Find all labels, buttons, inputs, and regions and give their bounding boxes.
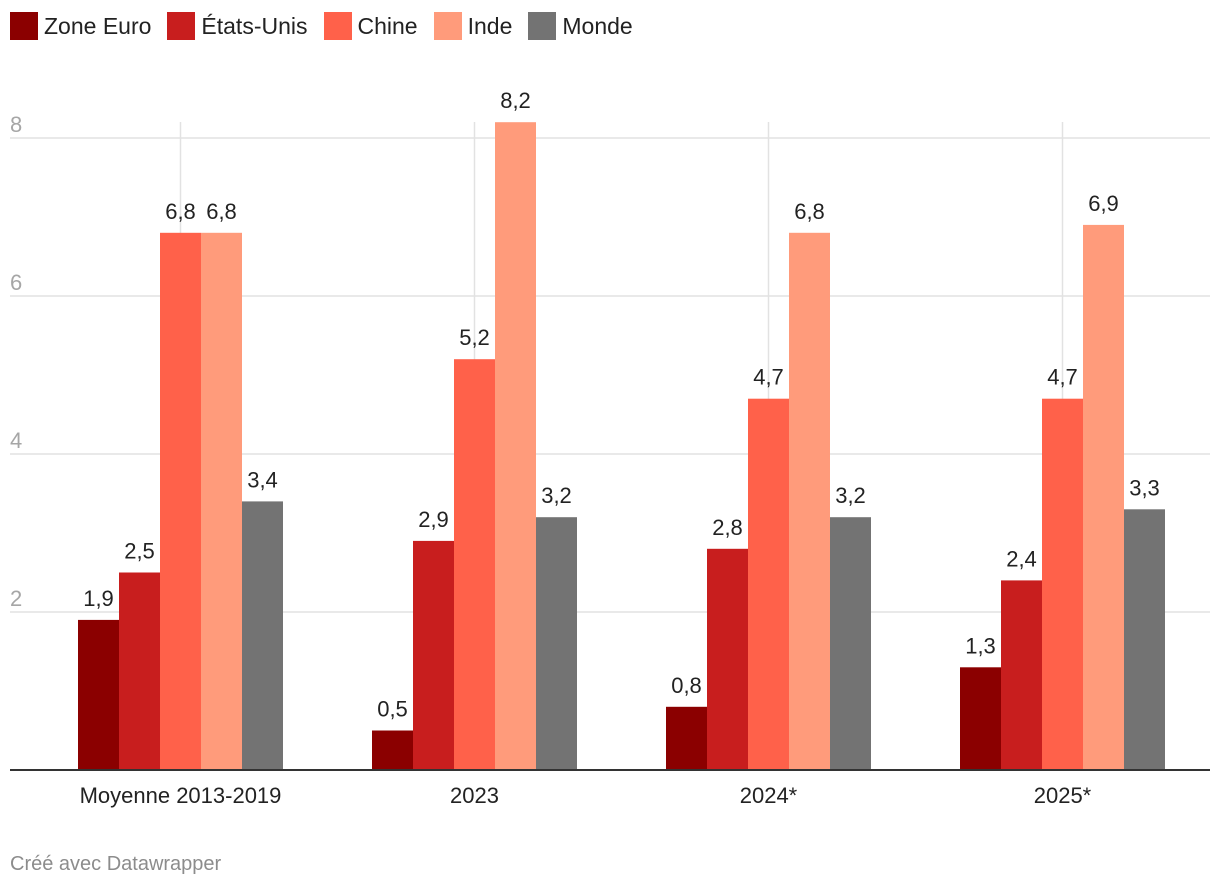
data-label: 1,3 [965, 633, 996, 658]
legend-label: Monde [562, 12, 633, 39]
data-label: 5,2 [459, 325, 490, 350]
data-label: 0,5 [377, 697, 408, 722]
data-label: 3,3 [1129, 475, 1160, 500]
data-label: 6,8 [794, 199, 825, 224]
legend-swatch [433, 12, 462, 40]
data-label: 0,8 [671, 673, 702, 698]
bar [1042, 398, 1083, 770]
bar [536, 517, 577, 770]
data-label: 1,9 [83, 586, 114, 611]
data-label: 3,2 [541, 483, 572, 508]
bar [666, 706, 707, 770]
legend-label: Zone Euro [44, 12, 152, 39]
bar [707, 548, 748, 770]
y-tick-label: 6 [10, 270, 22, 295]
chart-legend: Zone Euro États-Unis Chine Inde Monde [10, 12, 649, 40]
bar [201, 232, 242, 771]
y-tick-label: 2 [10, 586, 22, 611]
bar [830, 517, 871, 770]
x-tick-label: Moyenne 2013-2019 [80, 783, 282, 808]
legend-swatch [10, 12, 38, 40]
bar [242, 501, 283, 770]
legend-item: Zone Euro [10, 12, 151, 40]
y-tick-label: 4 [10, 428, 22, 453]
legend-label: États-Unis [201, 12, 308, 39]
bar [495, 122, 536, 770]
bar [1001, 580, 1042, 770]
bar [1124, 509, 1165, 770]
legend-swatch [323, 12, 352, 40]
bar [960, 667, 1001, 770]
x-tick-label: 2025* [1034, 783, 1092, 808]
legend-item: Monde [528, 12, 633, 40]
data-label: 6,8 [165, 199, 196, 224]
x-tick-label: 2024* [740, 783, 798, 808]
data-label: 2,9 [418, 507, 449, 532]
legend-swatch [528, 12, 557, 40]
bar [413, 540, 454, 770]
bar [1083, 224, 1124, 770]
data-label: 2,4 [1006, 546, 1037, 571]
data-label: 8,2 [500, 88, 531, 113]
credit-text: Créé avec Datawrapper [10, 853, 222, 875]
data-label: 4,7 [1047, 365, 1078, 390]
data-label: 4,7 [753, 365, 784, 390]
bar [454, 359, 495, 770]
x-tick-label: 2023 [450, 783, 499, 808]
bar [160, 232, 201, 771]
legend-item: États-Unis [167, 12, 308, 40]
data-label: 2,8 [712, 515, 743, 540]
data-label: 3,4 [247, 467, 278, 492]
legend-label: Chine [357, 12, 418, 39]
data-label: 6,8 [206, 199, 237, 224]
bar [789, 232, 830, 771]
legend-swatch [167, 12, 196, 40]
legend-item: Chine [323, 12, 418, 40]
y-tick-label: 8 [10, 112, 22, 137]
bar [372, 730, 413, 770]
data-label: 2,5 [124, 539, 155, 564]
bar [78, 619, 119, 770]
legend-item: Inde [433, 12, 513, 40]
legend-label: Inde [467, 12, 513, 39]
data-label: 3,2 [835, 483, 866, 508]
bar [748, 398, 789, 770]
data-label: 6,9 [1088, 191, 1119, 216]
bar [119, 572, 160, 770]
